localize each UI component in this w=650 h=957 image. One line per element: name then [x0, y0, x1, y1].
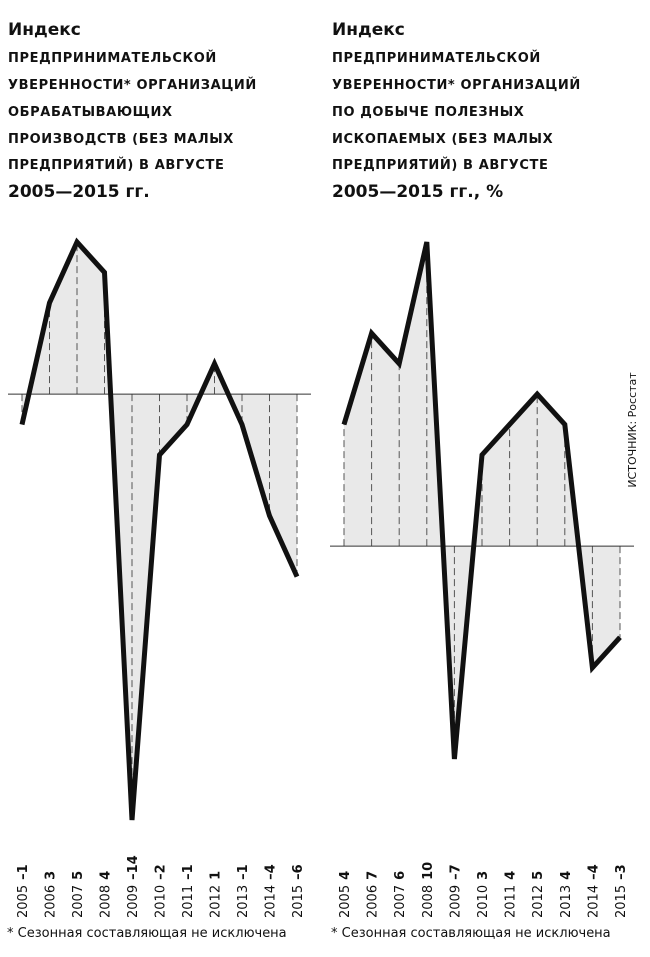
category: 2013: [236, 885, 251, 918]
value-label: 4: [338, 871, 353, 880]
value-label: 5: [71, 871, 86, 880]
category: 2006: [366, 885, 381, 918]
category: 2008: [421, 885, 436, 918]
category: 2012: [531, 885, 546, 918]
value-label: 3: [44, 871, 59, 880]
category: 2014: [264, 885, 279, 918]
line: [341, 241, 622, 760]
chart-title: ОБРАБАТЫВАЮЩИХ: [8, 105, 173, 120]
footnote: * Сезонная составляющая не исключена: [331, 926, 611, 941]
category: 2008: [99, 885, 114, 918]
value-label: –4: [264, 864, 279, 880]
chart-title: Индекс: [332, 20, 405, 40]
x-tick-label: 2011 –1: [181, 864, 196, 918]
chart-title: Индекс: [8, 20, 81, 40]
x-tick-label: 2006 7: [366, 871, 381, 918]
x-tick-label: 2005 4: [338, 871, 353, 918]
x-tick-label: 2005 –1: [16, 864, 31, 918]
x-tick-label: 2014 –4: [264, 864, 279, 918]
value-label: –2: [154, 864, 169, 880]
x-tick-label: 2007 6: [393, 871, 408, 918]
x-tick-label: 2011 4: [504, 871, 519, 918]
chart-title: ПРЕДПРИЯТИЙ) В АВГУСТЕ: [8, 157, 224, 173]
category: 2007: [71, 885, 86, 918]
category: 2005: [16, 885, 31, 918]
x-tick-label: 2007 5: [71, 871, 86, 918]
chart-title: УВЕРЕННОСТИ* ОРГАНИЗАЦИЙ: [8, 77, 257, 93]
x-tick-label: 2008 4: [99, 871, 114, 918]
line: [19, 237, 300, 821]
chart-title: ПРЕДПРИНИМАТЕЛЬСКОЙ: [8, 50, 217, 66]
category: 2005: [338, 885, 353, 918]
category: 2015: [291, 885, 306, 918]
value-label: –3: [614, 864, 629, 880]
x-tick-label: 2013 4: [559, 871, 574, 918]
value-label: 4: [99, 871, 114, 880]
chart-title: ПРЕДПРИНИМАТЕЛЬСКОЙ: [332, 50, 541, 66]
x-tick-label: 2006 3: [44, 871, 59, 918]
x-tick-label: 2012 5: [531, 871, 546, 918]
footnote: * Сезонная составляющая не исключена: [7, 926, 287, 941]
value-label: 10: [421, 862, 436, 880]
value-label: –7: [448, 864, 463, 880]
x-tick-label: 2009 –14: [126, 855, 141, 918]
category: 2009: [126, 885, 141, 918]
area: [22, 242, 297, 820]
chart-title: ПРОИЗВОДСТВ (БЕЗ МАЛЫХ: [8, 132, 234, 147]
value-label: 6: [393, 871, 408, 880]
value-label: –1: [181, 864, 196, 880]
x-tick-label: 2010 3: [476, 871, 491, 918]
value-label: –6: [291, 864, 306, 880]
category: 2012: [209, 885, 224, 918]
chart-title: ПО ДОБЫЧЕ ПОЛЕЗНЫХ: [332, 105, 524, 120]
x-tick-label: 2015 –6: [291, 864, 306, 918]
x-tick-label: 2008 10: [421, 862, 436, 918]
value-label: 7: [366, 871, 381, 880]
value-label: –1: [16, 864, 31, 880]
value-label: 4: [559, 871, 574, 880]
x-tick-label: 2013 –1: [236, 864, 251, 918]
category: 2010: [476, 885, 491, 918]
x-tick-label: 2014 –4: [586, 864, 601, 918]
chart-title: 2005—2015 гг.: [8, 182, 150, 202]
category: 2011: [181, 885, 196, 918]
category: 2014: [586, 885, 601, 918]
chart-title: УВЕРЕННОСТИ* ОРГАНИЗАЦИЙ: [332, 77, 581, 93]
category: 2011: [504, 885, 519, 918]
category: 2009: [448, 885, 463, 918]
category: 2010: [154, 885, 169, 918]
chart-title: ИСКОПАЕМЫХ (БЕЗ МАЛЫХ: [332, 132, 553, 147]
x-tick-label: 2009 –7: [448, 864, 463, 918]
value-label: 3: [476, 871, 491, 880]
chart-title: ПРЕДПРИЯТИЙ) В АВГУСТЕ: [332, 157, 548, 173]
x-tick-label: 2010 –2: [154, 864, 169, 918]
value-label: 5: [531, 871, 546, 880]
value-label: –1: [236, 864, 251, 880]
chart-title: 2005—2015 гг., %: [332, 182, 503, 202]
source: ИСТОЧНИК: Росстат: [626, 372, 639, 488]
value-label: 4: [504, 871, 519, 880]
category: 2013: [559, 885, 574, 918]
value-label: 1: [209, 871, 224, 880]
category: 2015: [614, 885, 629, 918]
x-tick-label: 2015 –3: [614, 864, 629, 918]
value-label: –14: [126, 855, 141, 880]
x-tick-label: 2012 1: [209, 871, 224, 918]
value-label: –4: [586, 864, 601, 880]
category: 2006: [44, 885, 59, 918]
category: 2007: [393, 885, 408, 918]
